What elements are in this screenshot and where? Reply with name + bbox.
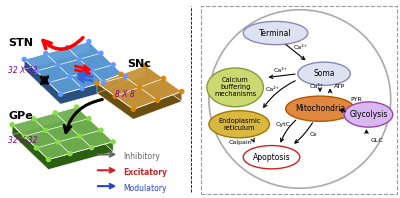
Polygon shape [97,83,133,119]
Ellipse shape [207,68,264,107]
Text: CytC: CytC [276,122,290,127]
Circle shape [131,107,135,111]
Text: ATP: ATP [334,84,345,89]
Ellipse shape [209,111,270,138]
FancyBboxPatch shape [201,6,397,194]
Text: Inhibitory: Inhibitory [123,152,160,161]
Circle shape [90,146,94,150]
Circle shape [32,117,36,121]
Circle shape [46,158,50,162]
Circle shape [123,74,127,78]
Ellipse shape [298,62,350,85]
Circle shape [156,98,160,102]
Circle shape [90,69,94,73]
Circle shape [87,40,91,44]
Polygon shape [97,75,182,119]
Text: Endoplasmic
reticulum: Endoplasmic reticulum [218,118,260,131]
Circle shape [99,128,103,132]
Circle shape [68,75,72,79]
Text: Ca²⁺: Ca²⁺ [274,68,288,73]
Circle shape [65,46,69,50]
Polygon shape [24,42,125,94]
Circle shape [34,146,38,150]
Circle shape [119,72,123,76]
Circle shape [10,123,14,127]
Circle shape [22,57,26,61]
Circle shape [99,51,103,55]
Text: 32 X 32: 32 X 32 [8,66,38,75]
Circle shape [137,85,142,89]
Polygon shape [12,117,113,169]
Text: Glycolysis: Glycolysis [349,110,388,119]
Text: SNc: SNc [127,59,151,69]
Circle shape [180,89,184,93]
Text: 32 X 32: 32 X 32 [8,136,38,145]
Text: Mitochondria: Mitochondria [295,104,345,113]
Circle shape [78,134,82,138]
Circle shape [80,86,84,90]
Text: Ca²⁺: Ca²⁺ [294,45,308,50]
Polygon shape [89,42,125,86]
Text: Ca²⁺: Ca²⁺ [310,84,324,89]
Circle shape [65,123,69,127]
Text: Modulatory: Modulatory [123,184,167,193]
Ellipse shape [286,96,354,121]
Text: Soma: Soma [313,69,335,78]
Text: Excitatory: Excitatory [123,168,167,177]
Text: Calpain: Calpain [229,140,253,145]
Text: O₂: O₂ [310,132,318,137]
Circle shape [102,80,106,84]
Polygon shape [97,65,182,109]
Circle shape [56,63,60,67]
Circle shape [111,63,115,67]
Text: STN: STN [8,38,33,48]
Circle shape [144,63,148,67]
Circle shape [95,81,99,85]
Circle shape [46,81,50,85]
Circle shape [111,140,115,144]
Circle shape [22,134,26,138]
Circle shape [87,117,91,121]
Polygon shape [146,65,182,101]
Circle shape [44,51,48,55]
Text: Terminal: Terminal [259,29,292,38]
Ellipse shape [344,102,393,127]
Text: GLC: GLC [370,138,383,143]
Circle shape [113,94,117,98]
Text: Ca²⁺: Ca²⁺ [266,87,280,92]
Ellipse shape [243,146,300,169]
Circle shape [75,105,79,109]
Text: 8 X 8: 8 X 8 [115,90,135,99]
Circle shape [53,111,57,115]
Circle shape [78,57,82,61]
Text: Apoptosis: Apoptosis [253,153,290,162]
Polygon shape [77,107,113,152]
Text: GPe: GPe [8,111,33,121]
Circle shape [34,69,38,73]
Circle shape [56,140,60,144]
Circle shape [68,152,72,156]
Polygon shape [24,59,61,104]
Polygon shape [12,107,113,160]
Text: Calcium
buffering
mechanisms: Calcium buffering mechanisms [214,77,256,97]
Circle shape [44,129,48,132]
Ellipse shape [243,21,308,45]
Circle shape [162,76,166,80]
Polygon shape [12,125,48,169]
Circle shape [58,92,63,96]
Polygon shape [24,51,125,104]
Text: PYR: PYR [350,97,362,102]
